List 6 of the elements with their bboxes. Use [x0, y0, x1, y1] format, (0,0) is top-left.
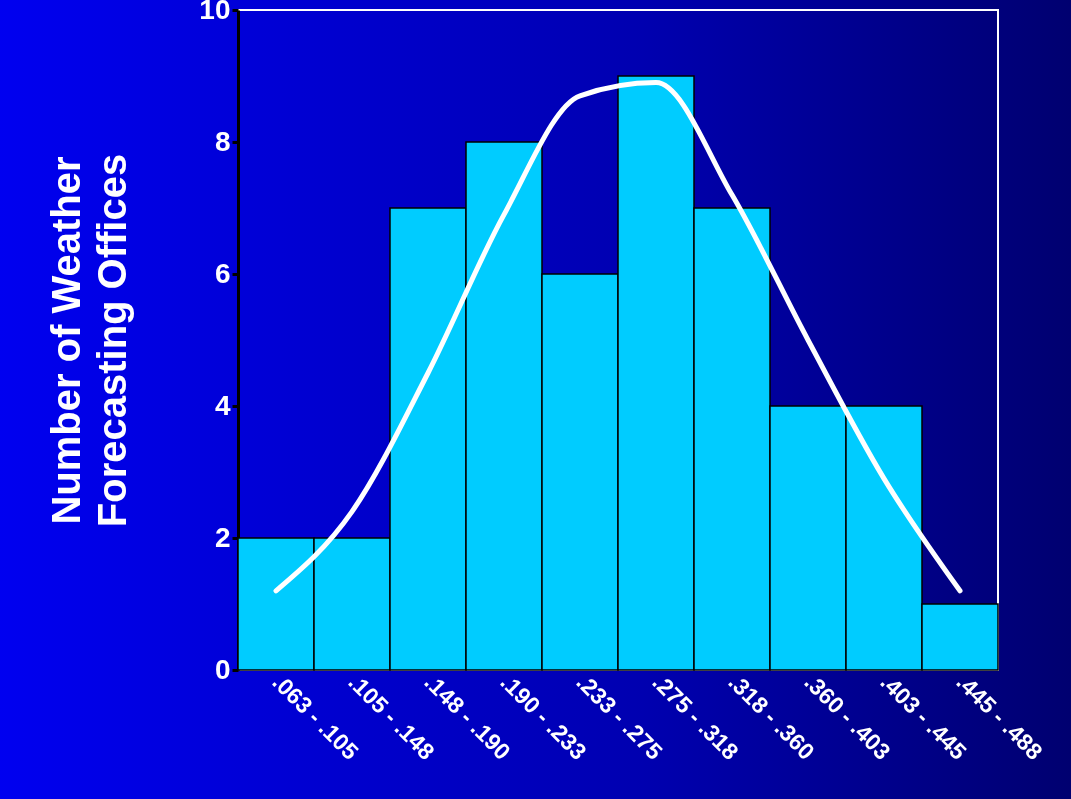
y-tick-label: 4	[214, 389, 231, 421]
y-tick-label: 6	[214, 257, 231, 289]
y-tick-label: 2	[214, 521, 231, 553]
y-tick-label: 8	[214, 125, 231, 157]
y-axis-title: Number of Weather Forecasting Offices	[44, 153, 135, 528]
y-tick-label: 0	[214, 653, 231, 685]
